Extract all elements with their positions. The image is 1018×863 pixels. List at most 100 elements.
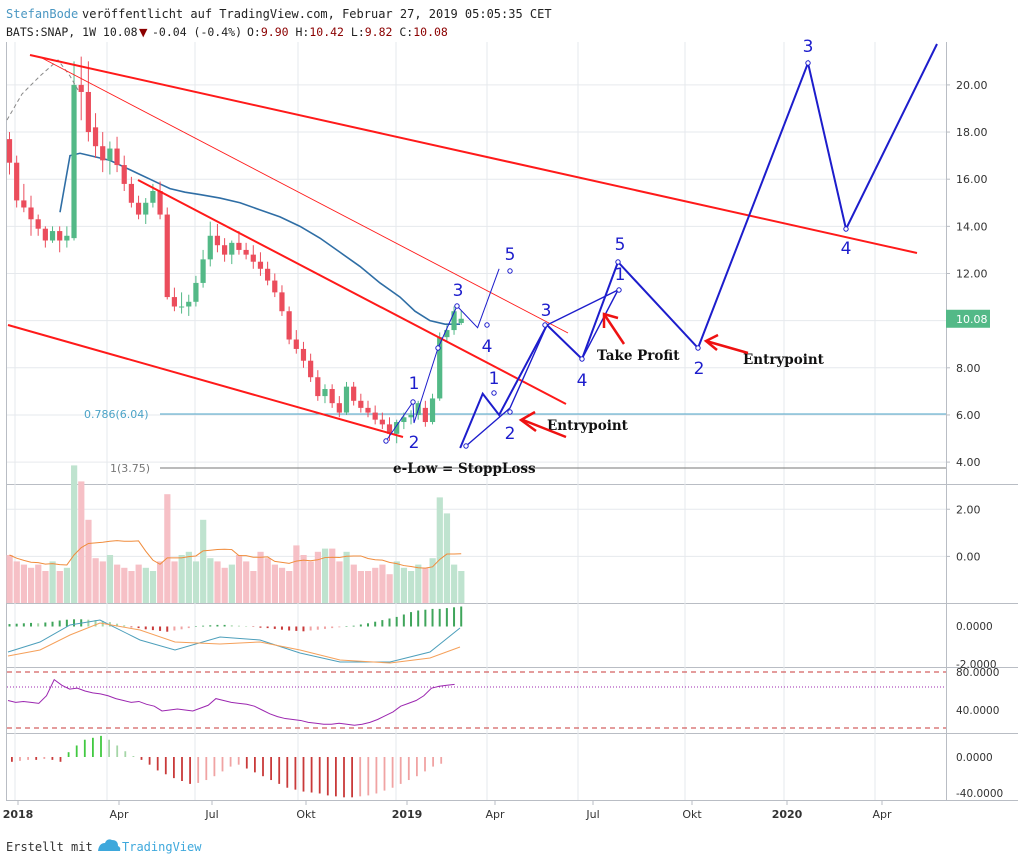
volume-bar (365, 571, 372, 603)
wave-label: 2 (694, 359, 705, 379)
volume-bar (142, 567, 149, 603)
volume-bar (35, 564, 42, 603)
indicator-tick-label: -40.0000 (956, 788, 1003, 800)
volume-bar (20, 564, 28, 603)
oscillator-bar (326, 757, 329, 796)
oscillator-bar (59, 757, 62, 762)
wave-label: 1 (489, 369, 500, 389)
oscillator-bar (140, 757, 143, 760)
oscillator-bar (375, 757, 378, 794)
arrow-shaft (705, 339, 749, 355)
candle-body (437, 337, 443, 399)
ohlc-value: 9.82 (365, 25, 393, 39)
candle-body (107, 148, 113, 161)
macd-histogram-bar (151, 626, 154, 631)
wave-path (465, 289, 619, 447)
volume-bar (357, 571, 365, 603)
volume-bar (56, 571, 63, 603)
macd-line (7, 619, 461, 663)
macd-histogram-bar (137, 626, 140, 629)
candle-body (408, 414, 414, 418)
oscillator-bar (237, 757, 240, 765)
candle-body (85, 91, 91, 133)
volume-bar (422, 567, 429, 603)
candle-body (336, 403, 342, 413)
macd-histogram-bar (295, 626, 298, 631)
footer-brand[interactable]: TradingView (122, 840, 202, 854)
time-tick-label: Apr (485, 808, 505, 821)
volume-bar (28, 567, 35, 603)
oscillator-bar (116, 745, 119, 757)
candle-body (250, 254, 256, 262)
volume-bar (178, 555, 185, 603)
wave-label: 4 (577, 371, 588, 391)
candle-body (293, 339, 299, 349)
candle-body (279, 292, 285, 312)
macd-histogram-bar (194, 626, 197, 627)
volume-bar (157, 561, 164, 603)
oscillator-bar (189, 757, 191, 784)
macd-pane (7, 606, 463, 664)
candle-body (243, 249, 249, 255)
macd-histogram-bar (73, 619, 76, 627)
oscillator-bar (148, 757, 151, 765)
volume-bar (71, 465, 78, 603)
trend-line (137, 179, 567, 405)
wave-path (498, 289, 619, 416)
volume-bar (149, 571, 157, 603)
wave-node (507, 268, 513, 274)
volume-bar (228, 564, 235, 603)
volume-bar (221, 567, 228, 603)
volume-bar (171, 561, 178, 603)
candle-body (429, 398, 436, 423)
volume-bar (350, 564, 357, 603)
macd-histogram-bar (94, 620, 97, 627)
volume-bar (92, 558, 99, 603)
indicator-tick-label: 0.0000 (956, 621, 993, 633)
macd-histogram-bar (316, 626, 319, 630)
oscillator-bar (35, 757, 38, 760)
oscillator-bar (197, 757, 200, 783)
footer-created-with: Erstellt mit (6, 840, 93, 854)
candle-body (458, 318, 464, 324)
oscillator-bar (351, 757, 353, 798)
wave-node (542, 322, 548, 328)
candle-body (71, 84, 77, 239)
candle-body (42, 228, 48, 241)
volume-bar (443, 513, 451, 603)
oscillator-bar (213, 757, 216, 777)
ohlc-value: 10.42 (309, 25, 344, 39)
candle-body (193, 282, 199, 302)
volume-bar (49, 561, 56, 603)
oscillator-bar (181, 757, 183, 781)
candle-body (207, 235, 213, 260)
candle-body (28, 207, 34, 220)
fibonacci-levels: 0.786(6.04) 1(3.75) (84, 408, 946, 475)
volume-bar (307, 561, 314, 603)
volume-bar (386, 574, 393, 603)
oscillator-bar (108, 739, 110, 757)
candle-body (351, 386, 357, 401)
candle-body (164, 214, 170, 298)
author-name[interactable]: StefanBode (6, 7, 78, 21)
price-tick-label: 14.00 (956, 220, 988, 233)
macd-histogram-bar (245, 626, 248, 627)
annotation-text: Take Profit (597, 348, 680, 364)
wave-node (695, 345, 701, 351)
candle-body (64, 235, 70, 241)
wave-node (454, 303, 460, 309)
annotation-text: Entrypoint (743, 352, 825, 368)
volume-bar (336, 561, 343, 603)
oscillator-bar (278, 757, 281, 784)
wave-label: 2 (505, 424, 516, 444)
candle-body (35, 219, 41, 229)
wave-label: 4 (841, 239, 852, 259)
change-down-icon: ▼ (139, 26, 148, 39)
oscillator-bar (75, 745, 78, 757)
oscillator-bar (11, 757, 13, 762)
wave-node (383, 438, 389, 444)
volume-bar (436, 497, 443, 603)
candle-body (372, 412, 378, 420)
macd-histogram-bar (216, 624, 219, 627)
